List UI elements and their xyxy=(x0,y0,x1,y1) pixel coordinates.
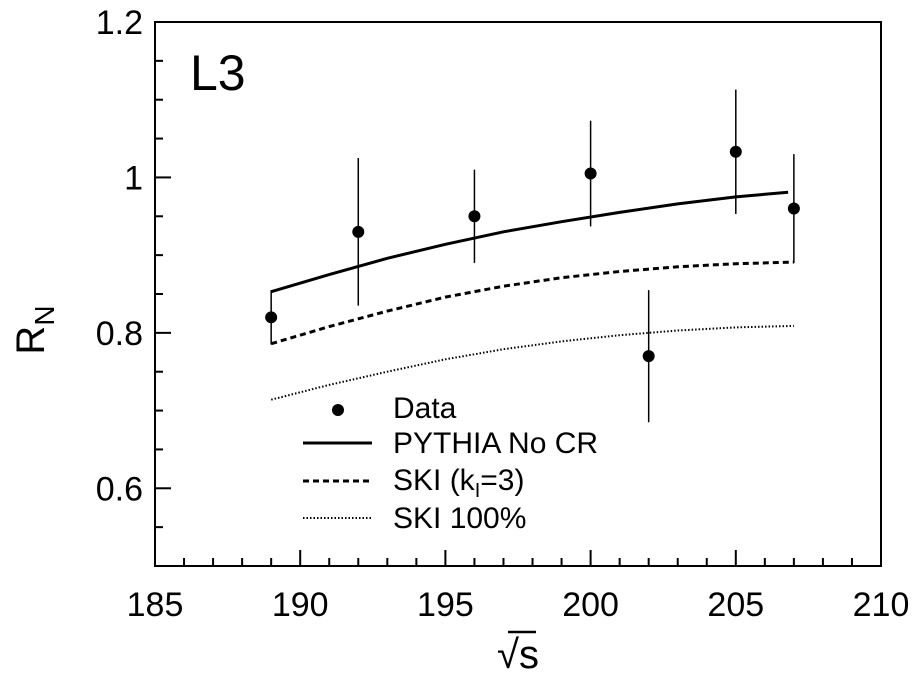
axis-ticks xyxy=(154,21,882,567)
y-tick-label: 1 xyxy=(124,159,143,197)
data-point xyxy=(265,311,278,324)
curve-pythia xyxy=(270,190,789,294)
legend-label-ski-100: SKI 100% xyxy=(393,502,526,535)
x-tick-label: 200 xyxy=(562,586,619,624)
data-points xyxy=(265,89,800,423)
y-axis-title-main: R xyxy=(9,326,53,355)
x-tick-label: 205 xyxy=(707,586,764,624)
x-tick-label: 210 xyxy=(853,586,910,624)
experiment-label: L3 xyxy=(190,45,246,101)
legend-label-ski-k3-main: SKI (k xyxy=(393,464,476,497)
model-curves xyxy=(270,190,794,401)
legend-label-ski-k3-sub: I xyxy=(475,480,481,502)
data-point xyxy=(642,350,655,363)
x-axis-title: √s xyxy=(497,633,539,675)
y-axis-title-sub: N xyxy=(29,305,60,325)
data-point xyxy=(468,210,481,223)
x-tick-label: 190 xyxy=(272,586,329,624)
y-tick-label: 0.8 xyxy=(96,315,143,353)
data-point xyxy=(729,145,742,158)
x-tick-label: 195 xyxy=(417,586,474,624)
curve-ski-100 xyxy=(270,324,794,401)
y-axis-title: RN xyxy=(9,305,60,354)
curve-ski-k3 xyxy=(270,260,794,346)
legend: Data PYTHIA No CR SKI (kI=3) SKI 100% xyxy=(303,392,598,535)
x-tick-label: 185 xyxy=(127,586,184,624)
legend-label-ski-k3-suffix: =3) xyxy=(480,464,524,497)
data-point xyxy=(584,167,597,180)
legend-label-data: Data xyxy=(393,392,457,425)
legend-label-pythia: PYTHIA No CR xyxy=(393,427,598,460)
data-point xyxy=(352,225,365,238)
tick-labels: 185 190 195 200 205 210 0.6 0.8 1 1.2 xyxy=(96,4,910,624)
legend-marker-data xyxy=(332,404,344,416)
data-point xyxy=(787,202,800,215)
y-tick-label: 0.6 xyxy=(96,470,143,508)
y-tick-label: 1.2 xyxy=(96,4,143,42)
legend-label-ski-k3: SKI (kI=3) xyxy=(393,464,524,502)
